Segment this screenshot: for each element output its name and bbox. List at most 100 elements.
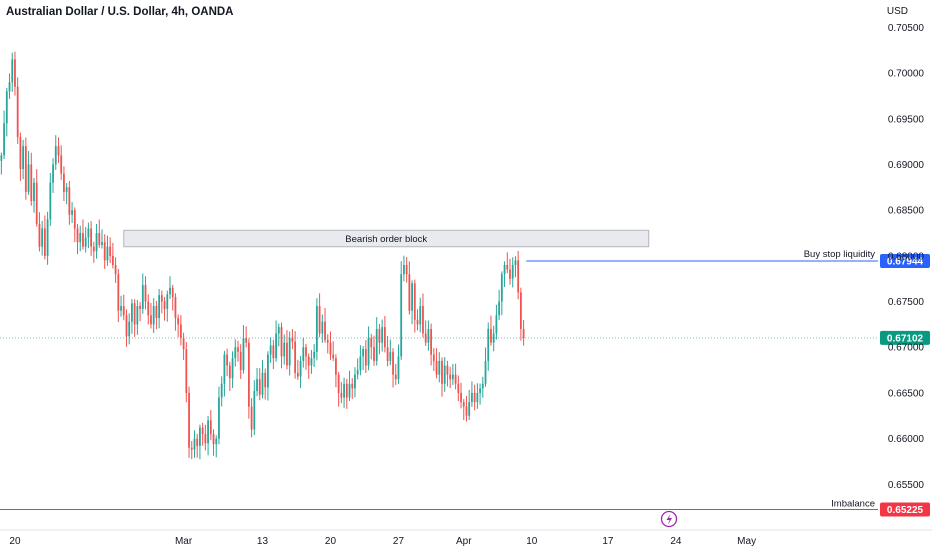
candle-body <box>454 374 457 384</box>
candle-body <box>460 392 462 403</box>
candle <box>90 221 93 256</box>
candle-body <box>3 123 5 156</box>
candle <box>490 315 492 346</box>
candle <box>275 320 277 362</box>
candle-body <box>133 303 136 325</box>
candle-body <box>514 260 517 265</box>
candle-body <box>5 91 8 124</box>
candle-body <box>517 260 520 293</box>
candle <box>155 300 158 330</box>
candle-body <box>367 338 370 366</box>
candle <box>506 252 509 274</box>
candle <box>313 344 316 367</box>
candle-body <box>196 438 199 446</box>
candle <box>117 269 120 323</box>
candle <box>335 354 337 388</box>
candle <box>509 258 511 285</box>
candle <box>495 304 498 340</box>
candle <box>340 382 343 404</box>
candle <box>438 352 441 383</box>
candle <box>84 226 87 253</box>
annotations: Bearish order block Buy stop liquidity 0.6… <box>0 229 930 517</box>
candle-body <box>405 265 408 275</box>
candle <box>150 302 152 329</box>
candle-body <box>373 347 375 361</box>
candle <box>305 343 307 370</box>
candle-body <box>495 315 498 334</box>
candle-body <box>269 345 272 355</box>
candle-body <box>462 402 465 407</box>
candle-body <box>294 341 297 373</box>
candle <box>201 422 204 446</box>
candle <box>114 257 117 283</box>
candle <box>38 212 41 252</box>
candle-body <box>337 374 340 393</box>
candle-body <box>345 383 348 398</box>
y-tick-label: 0.70500 <box>888 23 925 34</box>
candle-body <box>286 342 288 366</box>
candle <box>141 273 144 314</box>
candle <box>302 337 305 368</box>
candle <box>174 293 177 331</box>
candle <box>476 383 479 409</box>
candle <box>43 215 46 260</box>
candle <box>220 376 223 407</box>
candle <box>122 294 125 321</box>
candle-body <box>33 182 35 202</box>
candle <box>131 299 133 334</box>
candle <box>294 331 297 379</box>
candle <box>503 261 506 287</box>
candle <box>354 367 356 398</box>
lightning-icon[interactable] <box>660 510 678 528</box>
candle <box>46 211 49 265</box>
candle <box>60 145 63 181</box>
candle-body <box>315 306 318 352</box>
candle-body <box>509 269 511 279</box>
candle <box>378 324 381 355</box>
x-tick-label: 10 <box>526 536 538 547</box>
candle-body <box>188 392 190 448</box>
candle <box>389 339 392 366</box>
candle <box>199 424 201 460</box>
candle-body <box>280 327 283 357</box>
candle-body <box>487 328 490 361</box>
candle <box>79 225 82 252</box>
candle-body <box>468 402 471 416</box>
candle-body <box>68 187 71 215</box>
candle <box>0 152 3 175</box>
candle-body <box>46 219 49 256</box>
candle <box>454 363 457 390</box>
candle <box>416 309 419 331</box>
candle-body <box>340 392 343 398</box>
candle-body <box>383 327 386 348</box>
y-tick-label: 0.66500 <box>888 388 925 399</box>
candle <box>514 256 517 278</box>
candle <box>272 339 275 370</box>
candle <box>422 293 424 338</box>
candle <box>427 320 430 351</box>
candle <box>33 178 35 213</box>
x-tick-label: 24 <box>670 536 682 547</box>
candle-body <box>310 358 313 366</box>
candle <box>291 329 294 350</box>
candle-body <box>223 354 226 384</box>
candle <box>8 73 11 99</box>
candle <box>449 366 452 388</box>
candle-body <box>22 146 25 170</box>
candle <box>277 323 280 347</box>
candle <box>231 351 234 388</box>
candle-body <box>92 246 95 252</box>
x-tick-label: 20 <box>9 536 21 547</box>
candle-body <box>144 285 147 302</box>
candle <box>419 297 422 333</box>
candle-body <box>177 318 180 325</box>
candle <box>498 289 501 320</box>
candle-body <box>277 327 280 334</box>
candle-body <box>258 379 261 395</box>
candle <box>54 135 57 170</box>
candle <box>343 377 345 408</box>
candle-body <box>155 306 158 318</box>
candle <box>169 276 171 300</box>
candle <box>479 383 481 405</box>
